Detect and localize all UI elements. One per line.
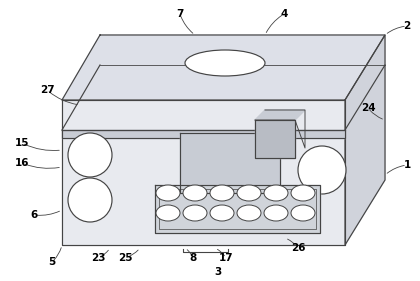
Ellipse shape [237,185,261,201]
Text: 5: 5 [48,257,55,267]
Polygon shape [62,100,345,245]
Ellipse shape [237,205,261,221]
Polygon shape [155,185,320,233]
Text: 25: 25 [118,253,132,263]
Polygon shape [62,35,385,100]
Ellipse shape [291,205,315,221]
Text: 15: 15 [15,138,29,148]
Ellipse shape [156,205,180,221]
Text: 7: 7 [176,9,184,19]
Ellipse shape [264,205,288,221]
Text: 1: 1 [403,160,411,170]
Ellipse shape [291,185,315,201]
Ellipse shape [264,185,288,201]
Ellipse shape [185,50,265,76]
Polygon shape [255,120,295,158]
Circle shape [68,178,112,222]
Polygon shape [180,133,280,193]
Circle shape [298,146,346,194]
Text: 2: 2 [403,21,411,31]
Text: 23: 23 [91,253,105,263]
Ellipse shape [183,205,207,221]
Text: 6: 6 [30,210,38,220]
Polygon shape [345,35,385,245]
Ellipse shape [156,185,180,201]
Ellipse shape [210,185,234,201]
Text: 24: 24 [361,103,375,113]
Ellipse shape [210,205,234,221]
Text: 27: 27 [39,85,54,95]
Circle shape [68,133,112,177]
Text: 16: 16 [15,158,29,168]
Text: 26: 26 [291,243,305,253]
Polygon shape [255,110,305,120]
Polygon shape [62,130,345,138]
Ellipse shape [183,185,207,201]
Text: 4: 4 [280,9,288,19]
Text: 17: 17 [219,253,234,263]
Text: 3: 3 [214,267,222,277]
Text: 8: 8 [189,253,197,263]
